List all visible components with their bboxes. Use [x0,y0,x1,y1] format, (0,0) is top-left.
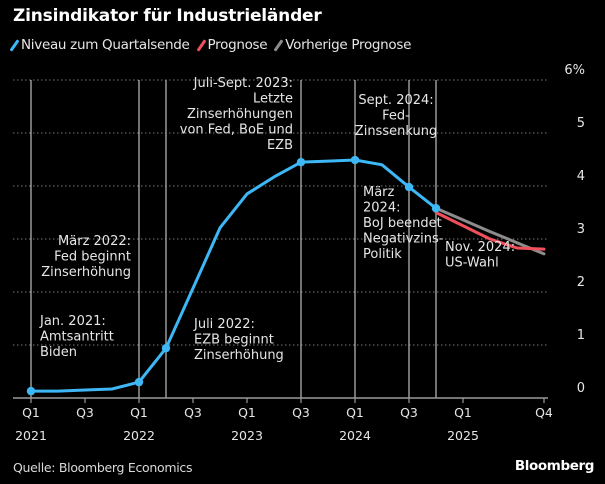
chart-title: Zinsindikator für Industrieländer [13,6,322,26]
x-tick-label: Q3 [184,405,202,420]
event-annotation: März 2024: BoJ beendet Negativzins-Politik [363,185,444,262]
data-point-marker [431,204,441,213]
event-annotation-line: März [363,185,395,200]
y-tick-label: 1 [577,328,585,343]
event-annotation-line: Negativzins- [363,232,444,247]
source-note: Quelle: Bloomberg Economics [13,460,193,475]
data-point-marker [296,157,306,167]
legend-label: Niveau zum Quartalsende [21,37,190,53]
legend-item-forecast: Prognose [196,37,268,53]
x-tick-label: Q3 [292,405,310,420]
y-tick-label: 3 [577,222,585,237]
y-tick-label: 6% [564,63,585,78]
annotations: Jan. 2021: Amtsantritt Biden März 2022: Fed … [39,76,515,363]
x-tick-label: Q3 [400,405,418,420]
legend-label: Vorherige Prognose [285,37,412,53]
event-annotation: Nov. 2024: US-Wahl [445,240,515,271]
event-annotation-line: Juli 2022: [193,317,255,332]
event-annotation: März 2022: Fed beginnt Zinserhöhung [41,234,131,280]
event-annotation-line: Biden [40,345,77,360]
event-annotation: Juli-Sept. 2023: Letzte Zinserhöhungen von … [180,76,293,153]
x-tick-year-label: 2025 [447,428,479,443]
x-axis: Q1 2021 Q3 Q1 2022 Q3 Q1 2023 Q3 Q1 2024 Q3 Q1 2025 Q4 [13,397,553,443]
x-tick-year-label: 2024 [339,428,371,443]
y-tick-label: 4 [577,169,585,184]
event-annotation-line: Amtsantritt [40,330,114,345]
event-annotation-line: US-Wahl [445,256,499,271]
y-tick-label: 2 [577,275,585,290]
data-point-marker [134,377,144,387]
x-tick-label: Q1 [238,405,256,420]
event-annotation-line: Jan. 2021: [39,314,106,329]
event-annotation-line: von Fed, BoE und [180,123,293,138]
data-point-marker [161,343,171,353]
event-annotation: Jan. 2021: Amtsantritt Biden [39,314,114,360]
data-point-marker [26,386,36,396]
x-tick-label: Q4 [535,405,553,420]
legend: Niveau zum Quartalsende Prognose Vorheri… [9,37,412,53]
event-lines [30,80,437,398]
event-annotation-line: März 2022: [58,234,131,249]
x-tick-year-label: 2023 [231,428,263,443]
bloomberg-logo: Bloomberg [514,458,594,474]
x-tick-label: Q3 [76,405,94,420]
data-point-marker [404,182,414,192]
event-annotation-line: Sept. 2024: [358,93,433,108]
x-tick-label: Q1 [130,405,148,420]
event-annotation-line: Fed- [382,109,410,124]
event-annotation-line: BoJ beendet [363,216,442,231]
event-annotation: Juli 2022: EZB beginnt Zinserhöhung [193,317,284,363]
event-annotation-line: Juli-Sept. 2023: [193,76,293,91]
y-tick-label: 0 [577,381,585,396]
data-point-marker [350,155,360,165]
event-annotation-line: Fed beginnt [54,250,131,265]
legend-label: Prognose [207,37,268,53]
event-annotation-line: Nov. 2024: [445,240,515,255]
gridlines [13,79,548,346]
x-tick-label: Q1 [346,405,364,420]
event-annotation-line: Letzte [253,92,293,107]
event-annotation-line: 2024: [363,201,400,216]
x-tick-label: Q1 [22,405,40,420]
legend-item-previous-forecast: Vorherige Prognose [273,37,412,53]
event-annotation-line: EZB [267,138,293,153]
event-annotation-line: EZB beginnt [194,333,274,348]
series-line-vorherige-prognose [434,206,546,256]
series-lines [26,155,546,396]
event-annotation-line: Zinserhöhungen [187,107,293,122]
x-tick-year-label: 2021 [15,428,47,443]
event-annotation-line: Politik [363,247,402,262]
series-line-prognose [434,211,546,251]
y-tick-label: 5 [577,116,585,131]
legend-item-level: Niveau zum Quartalsende [9,37,190,53]
event-annotation-line: Zinssenkung [355,124,437,139]
event-annotation-line: Zinserhöhung [41,265,131,280]
event-annotation-line: Zinserhöhung [194,348,284,363]
x-tick-label: Q1 [454,405,472,420]
y-axis-labels: 0 1 2 3 4 5 6% [564,63,585,396]
x-tick-year-label: 2022 [123,428,155,443]
event-annotation: Sept. 2024: Fed-Zinssenkung [355,93,437,139]
series-line-niveau-zum-quartalsende [29,158,438,393]
